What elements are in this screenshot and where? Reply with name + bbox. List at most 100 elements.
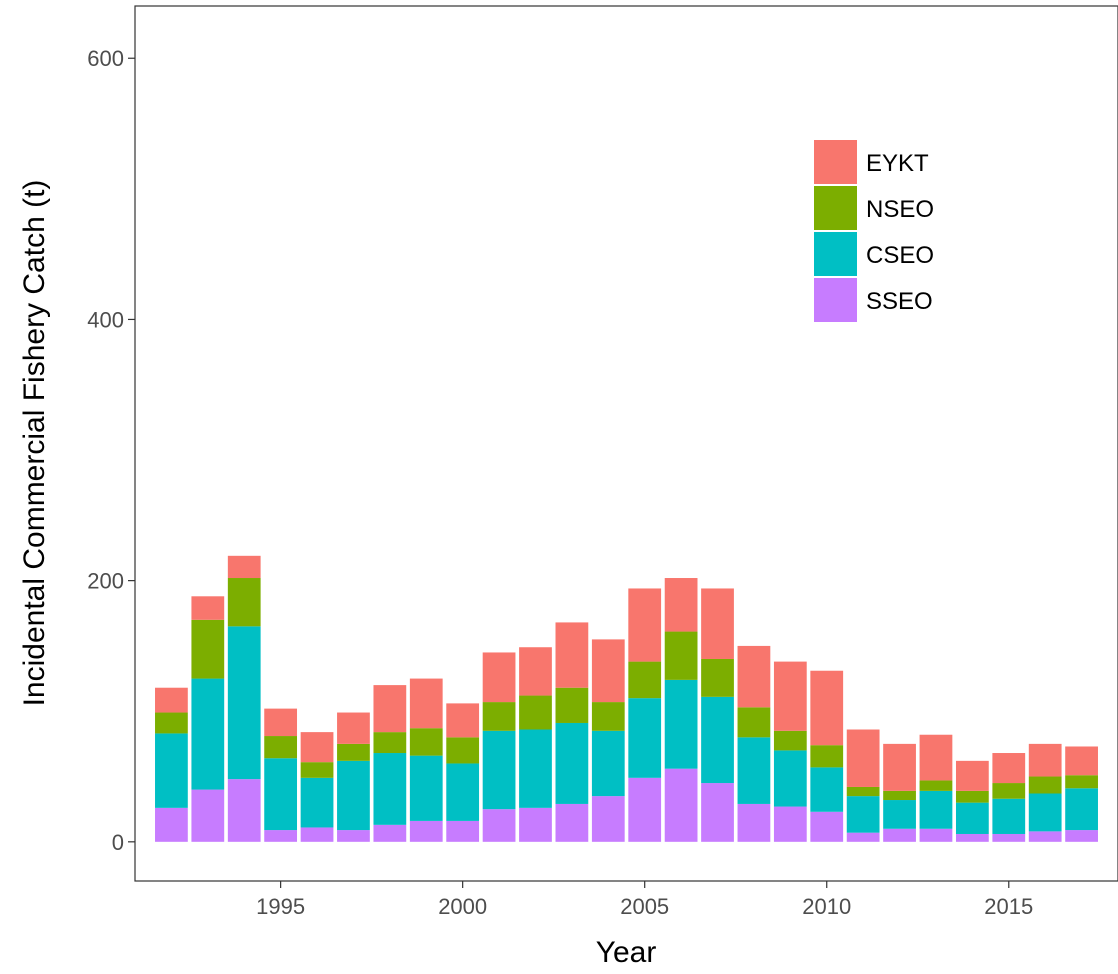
bar-cseo-2013 — [919, 790, 953, 829]
bar-cseo-1995 — [264, 758, 298, 831]
bar-sseo-1996 — [300, 827, 334, 842]
bar-cseo-2015 — [992, 798, 1026, 834]
bar-nseo-1998 — [373, 732, 407, 754]
bar-cseo-2008 — [737, 737, 771, 804]
bar-eykt-1999 — [409, 678, 443, 729]
bar-sseo-2017 — [1065, 830, 1098, 842]
bar-eykt-2006 — [664, 578, 698, 632]
bar-sseo-2003 — [555, 803, 589, 842]
bar-nseo-2004 — [591, 702, 625, 731]
legend-label-nseo: NSEO — [866, 196, 934, 223]
x-tick-label: 2010 — [802, 894, 851, 919]
bar-cseo-2014 — [955, 802, 989, 834]
bar-nseo-2013 — [919, 780, 953, 791]
bar-nseo-2000 — [446, 737, 480, 764]
bar-cseo-2003 — [555, 722, 589, 804]
bar-nseo-2008 — [737, 707, 771, 738]
bar-cseo-1999 — [409, 755, 443, 821]
bar-eykt-1996 — [300, 732, 334, 763]
bar-eykt-1993 — [191, 596, 225, 620]
bar-cseo-2017 — [1065, 788, 1098, 831]
bar-cseo-2004 — [591, 730, 625, 797]
bar-eykt-2000 — [446, 703, 480, 738]
x-axis: 1995 2000 2005 2010 2015 — [256, 881, 1033, 919]
bar-eykt-2012 — [883, 743, 916, 791]
bar-sseo-2011 — [846, 832, 880, 842]
bar-nseo-2002 — [519, 695, 552, 730]
bar-cseo-2006 — [664, 679, 698, 769]
bar-sseo-2005 — [628, 777, 662, 842]
bar-sseo-2000 — [446, 820, 480, 842]
legend-key-cseo — [814, 232, 857, 276]
x-axis-title: Year — [596, 936, 657, 969]
y-tick-label: 0 — [112, 830, 124, 855]
bar-cseo-2016 — [1028, 793, 1062, 832]
x-tick-label: 2005 — [620, 894, 669, 919]
y-tick-label: 400 — [87, 307, 124, 332]
bar-sseo-2009 — [773, 806, 807, 842]
bar-eykt-2005 — [628, 588, 662, 662]
bar-eykt-2016 — [1028, 743, 1062, 777]
bar-cseo-2009 — [773, 750, 807, 807]
bar-nseo-1992 — [155, 712, 188, 734]
bar-sseo-1998 — [373, 824, 407, 842]
bar-nseo-2009 — [773, 730, 807, 751]
bar-sseo-2002 — [519, 807, 552, 842]
bar-nseo-2016 — [1028, 776, 1062, 794]
legend-key-eykt — [814, 140, 857, 184]
bar-sseo-2006 — [664, 768, 698, 842]
bar-eykt-2001 — [482, 652, 516, 703]
bar-nseo-2011 — [846, 786, 880, 797]
bars-layer — [155, 555, 1098, 842]
legend-key-nseo — [814, 186, 857, 230]
x-tick-label: 2015 — [984, 894, 1033, 919]
bar-eykt-2003 — [555, 622, 589, 688]
x-tick-label: 2000 — [438, 894, 487, 919]
bar-cseo-1997 — [337, 760, 370, 831]
bar-sseo-1995 — [264, 830, 298, 842]
bar-eykt-1992 — [155, 687, 188, 713]
bar-nseo-2012 — [883, 790, 916, 801]
bar-sseo-2001 — [482, 809, 516, 842]
bar-nseo-1994 — [227, 578, 261, 627]
bar-sseo-2004 — [591, 796, 625, 842]
bar-cseo-1992 — [155, 733, 188, 808]
bar-cseo-2007 — [701, 696, 734, 784]
y-axis: 0 200 400 600 — [87, 46, 135, 855]
y-axis-title: Incidental Commercial Fishery Catch (t) — [18, 180, 51, 707]
bar-eykt-1995 — [264, 708, 298, 737]
bar-eykt-2004 — [591, 639, 625, 703]
bar-nseo-1995 — [264, 736, 298, 759]
legend: EYKT NSEO CSEO SSEO — [814, 140, 934, 322]
bar-eykt-1997 — [337, 712, 370, 744]
bar-cseo-1994 — [227, 626, 261, 780]
bar-sseo-2016 — [1028, 831, 1062, 842]
bar-eykt-1994 — [227, 555, 261, 579]
bar-nseo-2006 — [664, 631, 698, 680]
bar-nseo-1997 — [337, 743, 370, 761]
bar-cseo-1998 — [373, 753, 407, 825]
bar-nseo-2005 — [628, 661, 662, 699]
bar-sseo-1997 — [337, 830, 370, 842]
bar-cseo-2000 — [446, 763, 480, 821]
bar-nseo-2017 — [1065, 775, 1098, 789]
bar-nseo-1993 — [191, 619, 225, 679]
bar-eykt-2014 — [955, 760, 989, 791]
bar-cseo-1996 — [300, 777, 334, 828]
bar-cseo-2011 — [846, 796, 880, 833]
bar-eykt-2007 — [701, 588, 734, 659]
bar-eykt-2010 — [810, 670, 844, 746]
bar-eykt-2011 — [846, 729, 880, 787]
bar-sseo-2008 — [737, 803, 771, 842]
bar-sseo-2012 — [883, 828, 916, 842]
bar-sseo-1992 — [155, 807, 188, 842]
legend-key-sseo — [814, 278, 857, 322]
bar-sseo-2013 — [919, 828, 953, 842]
bar-cseo-2005 — [628, 698, 662, 778]
bar-sseo-2010 — [810, 811, 844, 842]
bar-nseo-2014 — [955, 790, 989, 803]
bar-cseo-1993 — [191, 678, 225, 790]
bar-cseo-2001 — [482, 730, 516, 810]
bar-nseo-2015 — [992, 783, 1026, 799]
